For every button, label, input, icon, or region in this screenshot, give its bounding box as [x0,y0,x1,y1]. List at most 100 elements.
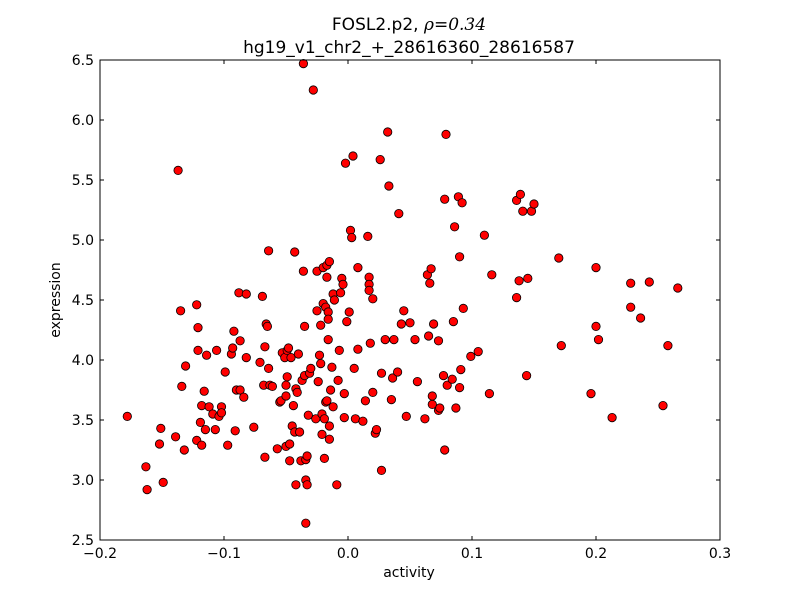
data-point [396,319,406,329]
data-point [298,266,308,276]
data-point [324,434,334,444]
data-point [454,382,465,393]
data-point [353,262,363,273]
data-point [212,345,222,355]
data-point [241,289,251,299]
data-point [216,408,227,418]
data-point [263,363,274,373]
data-point [338,279,348,289]
data-point [173,165,183,175]
data-point [420,414,430,424]
data-point [593,334,604,345]
data-point [339,412,349,423]
data-point [141,462,151,472]
x-axis-label: activity [383,565,435,581]
data-point [327,362,337,372]
data-point [197,440,207,450]
data-point [156,423,166,433]
data-point [290,247,300,257]
data-point [458,303,468,313]
data-point [335,288,346,298]
data-point [384,181,394,191]
data-point [423,331,434,341]
data-point [376,368,387,378]
data-point [288,400,298,411]
y-tick-label: 2.5 [72,533,94,549]
data-point [342,316,352,327]
data-point [349,363,359,373]
data-point [521,370,532,381]
data-point [389,334,399,345]
data-point [663,340,673,351]
data-point [195,417,205,427]
data-point [448,316,458,327]
data-point [324,421,334,431]
data-point [314,350,325,360]
data-point [263,246,274,256]
data-point [322,272,332,282]
data-point [239,392,249,402]
data-point [229,326,239,336]
data-point [347,233,357,243]
y-axis-label: expression [48,262,64,338]
data-point [365,338,375,348]
data-point [435,403,445,413]
data-point [368,294,378,304]
data-point [142,484,152,495]
data-point [607,412,617,423]
y-tick-label: 5.5 [72,173,94,189]
data-point [383,127,393,137]
data-point [306,363,316,373]
data-point [303,410,313,420]
data-point [333,375,343,385]
data-point [401,411,411,421]
data-point [360,396,370,406]
data-point [514,276,524,286]
data-point [324,256,334,267]
data-point [363,231,373,241]
data-point [466,351,476,361]
data-point [200,424,210,435]
data-point [228,343,238,353]
data-point [312,306,322,316]
data-point [197,400,207,411]
data-point [316,320,326,330]
data-point [518,206,528,216]
data-point [317,429,327,439]
data-point [387,373,398,383]
data-point [298,58,308,69]
data-point [323,334,333,345]
data-point [122,411,132,421]
data-point [220,367,230,377]
data-point [294,427,305,437]
data-point [440,445,450,455]
data-point [260,452,270,462]
data-point [192,300,202,310]
data-point [181,361,191,371]
data-point [358,416,368,426]
y-tick-label: 4.0 [72,353,94,369]
data-point [255,357,265,367]
data-point [380,334,390,345]
data-point [204,402,214,412]
data-point [281,391,291,401]
chart-title-line-1: FOSL2.p2, ρ=0.34 [332,15,486,35]
data-point [272,444,282,454]
data-point [591,321,601,331]
data-point [319,453,329,463]
data-point [257,291,267,301]
data-point [523,273,533,283]
data-point [484,388,494,399]
data-point [323,314,333,324]
data-point [457,198,467,208]
data-point [176,306,186,316]
data-point [285,439,295,449]
data-point [626,302,636,312]
data-point [329,295,339,305]
data-point [267,381,277,391]
data-point [658,400,668,411]
x-tick-label: −0.2 [83,546,117,562]
y-tick-label: 6.0 [72,113,94,129]
data-point [241,352,251,363]
